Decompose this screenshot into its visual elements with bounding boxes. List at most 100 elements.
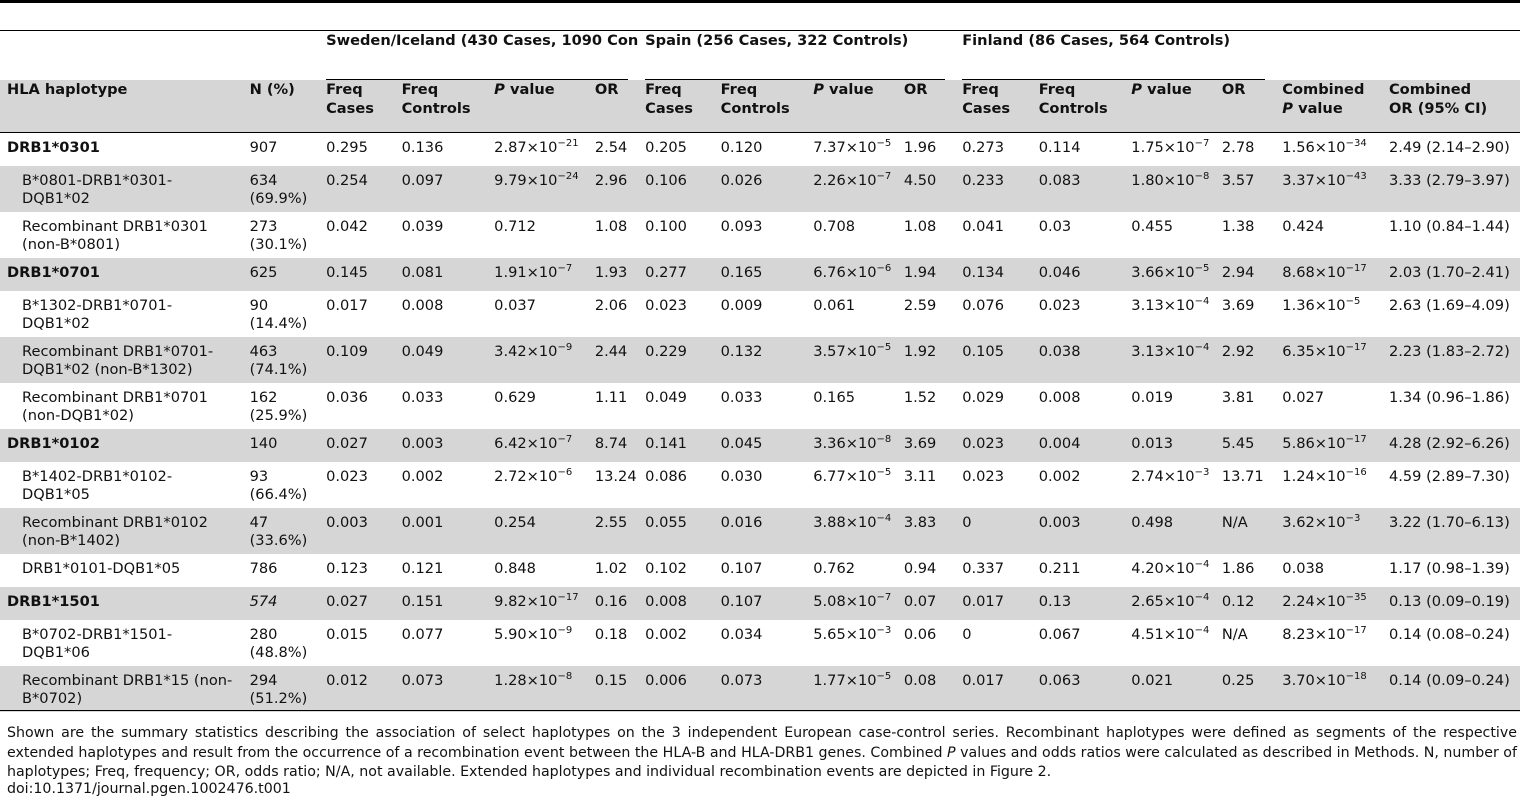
cell: 2.23 (1.83–2.72) — [1381, 337, 1520, 383]
p-cell: 6.35×10−17 — [1275, 337, 1382, 383]
cell: 0.003 — [1031, 508, 1125, 554]
cell: 0.107 — [713, 587, 807, 620]
cell: 13.24 — [594, 468, 637, 485]
cell: 0.107 — [720, 560, 763, 577]
p-cell: 3.62×10−3 — [1275, 508, 1382, 554]
cell: 2.94 — [1214, 258, 1276, 291]
cell: 0.145 — [319, 258, 395, 291]
cell: 2.96 — [587, 166, 639, 212]
cell: 0.017 — [955, 666, 1032, 712]
cell: N/A — [1214, 508, 1276, 554]
cell: 0.023 — [1038, 297, 1081, 314]
cell: 0.073 — [394, 666, 488, 712]
cell: 0.012 — [319, 666, 395, 712]
p-cell: 1.91×10−7 — [487, 258, 588, 291]
p-cell: 5.86×10−17 — [1275, 429, 1382, 462]
n-cell: 634 (69.9%) — [242, 166, 320, 212]
col-fi-or: OR — [1214, 80, 1276, 133]
p-cell: 3.37×10−43 — [1275, 166, 1382, 212]
p-cell: 6.77×10−5 — [813, 467, 892, 486]
p-cell: 0.762 — [813, 560, 856, 577]
cell: 1.96 — [903, 139, 937, 156]
p-cell: 1.77×10−5 — [806, 666, 897, 712]
cell: 0.049 — [645, 389, 687, 406]
cell: 0.033 — [401, 389, 444, 406]
table-row: Recombinant DRB1*0301 (non-B*0801) 273 (… — [0, 212, 1520, 258]
col-sp-freq-cases: Freq Cases — [638, 80, 714, 133]
cell: 0.14 (0.09–0.24) — [1381, 666, 1520, 712]
cell: 0.134 — [955, 258, 1032, 291]
cell: 0.08 — [896, 666, 956, 712]
cell: 0.076 — [962, 297, 1004, 314]
col-hla-haplotype: HLA haplotype — [0, 80, 243, 133]
cell: 0.94 — [903, 560, 937, 577]
group-finland: Finland (86 Cases, 564 Controls) — [955, 32, 1275, 80]
cell: 0.027 — [319, 429, 395, 462]
cell: 0.086 — [645, 468, 687, 485]
cell: 0.211 — [1038, 560, 1081, 577]
p-cell: 0.848 — [494, 560, 536, 577]
cell: 1.34 (0.96–1.86) — [1388, 389, 1510, 406]
cell: 0.15 — [587, 666, 639, 712]
table-row: DRB1*0301 907 0.295 0.136 2.87×10−21 2.5… — [0, 133, 1520, 167]
cell: 0.008 — [1038, 389, 1081, 406]
cell: 0.008 — [638, 587, 714, 620]
p-cell: 1.36×10−5 — [1282, 296, 1361, 315]
p-cell: 8.23×10−17 — [1282, 625, 1367, 644]
n-cell: 574 — [242, 587, 320, 620]
cell: 0.023 — [962, 468, 1004, 485]
p-cell: 0.037 — [494, 297, 536, 314]
cell: 0.046 — [1031, 258, 1125, 291]
cell: 0.036 — [326, 389, 368, 406]
doi-text: doi:10.1371/journal.pgen.1002476.t001 — [7, 781, 291, 797]
p-cell: 1.56×10−34 — [1282, 138, 1367, 157]
n-cell: 47 (33.6%) — [242, 508, 320, 554]
p-cell: 3.42×10−9 — [487, 337, 588, 383]
cell: 3.33 (2.79–3.97) — [1381, 166, 1520, 212]
cell: 0.077 — [401, 626, 444, 643]
cell: 0.106 — [638, 166, 714, 212]
cell: 0.13 (0.09–0.19) — [1381, 587, 1520, 620]
table-row: DRB1*0701 625 0.145 0.081 1.91×10−7 1.93… — [0, 258, 1520, 291]
cell: 0.337 — [962, 560, 1004, 577]
cell: 0.041 — [962, 218, 1004, 235]
cell: 2.06 — [594, 297, 628, 314]
table-row: B*1302-DRB1*0701-DQB1*02 90 (14.4%) 0.01… — [0, 291, 1520, 337]
table-footnote: Shown are the summary statistics describ… — [7, 725, 1517, 781]
cell: 4.59 (2.89–7.30) — [1388, 468, 1510, 485]
p-cell: 6.42×10−7 — [487, 429, 588, 462]
p-cell: 2.65×10−4 — [1124, 587, 1215, 620]
haplotype-cell: B*1402-DRB1*0102-DQB1*05 — [22, 468, 173, 503]
p-cell: 7.37×10−5 — [813, 138, 892, 157]
table-row: DRB1*0101-DQB1*05 786 0.123 0.121 0.848 … — [0, 554, 1520, 587]
cell: 0.151 — [394, 587, 488, 620]
cell: 0.233 — [955, 166, 1032, 212]
col-se-freq-controls: Freq Controls — [394, 80, 488, 133]
n-cell: 907 — [249, 139, 278, 156]
cell: 0.017 — [955, 587, 1032, 620]
col-combined-or: Combined OR (95% CI) — [1381, 80, 1520, 133]
table-second-rule — [0, 30, 1520, 31]
p-cell: 3.13×10−4 — [1131, 296, 1210, 315]
n-cell: 93 (66.4%) — [249, 468, 308, 503]
cell: 0.102 — [645, 560, 687, 577]
p-cell: 4.51×10−4 — [1131, 625, 1210, 644]
p-cell: 3.13×10−4 — [1124, 337, 1215, 383]
cell: 0.067 — [1038, 626, 1081, 643]
n-cell: 294 (51.2%) — [242, 666, 320, 712]
cell: 0.097 — [394, 166, 488, 212]
cell: 0.034 — [720, 626, 763, 643]
table-row: DRB1*0102 140 0.027 0.003 6.42×10−7 8.74… — [0, 429, 1520, 462]
cell: 0.121 — [401, 560, 444, 577]
p-cell: 0.061 — [813, 297, 856, 314]
p-cell: 1.28×10−8 — [487, 666, 588, 712]
haplotype-cell: Recombinant DRB1*0102 (non-B*1402) — [0, 508, 243, 554]
cell: 0.023 — [326, 468, 368, 485]
cell: 0.25 — [1214, 666, 1276, 712]
p-cell: 5.90×10−9 — [494, 625, 573, 644]
cell: 0.273 — [962, 139, 1004, 156]
col-se-p-value: P value — [487, 80, 588, 133]
p-cell: 8.68×10−17 — [1275, 258, 1382, 291]
cell: N/A — [1221, 626, 1248, 643]
p-cell: 5.65×10−3 — [813, 625, 892, 644]
